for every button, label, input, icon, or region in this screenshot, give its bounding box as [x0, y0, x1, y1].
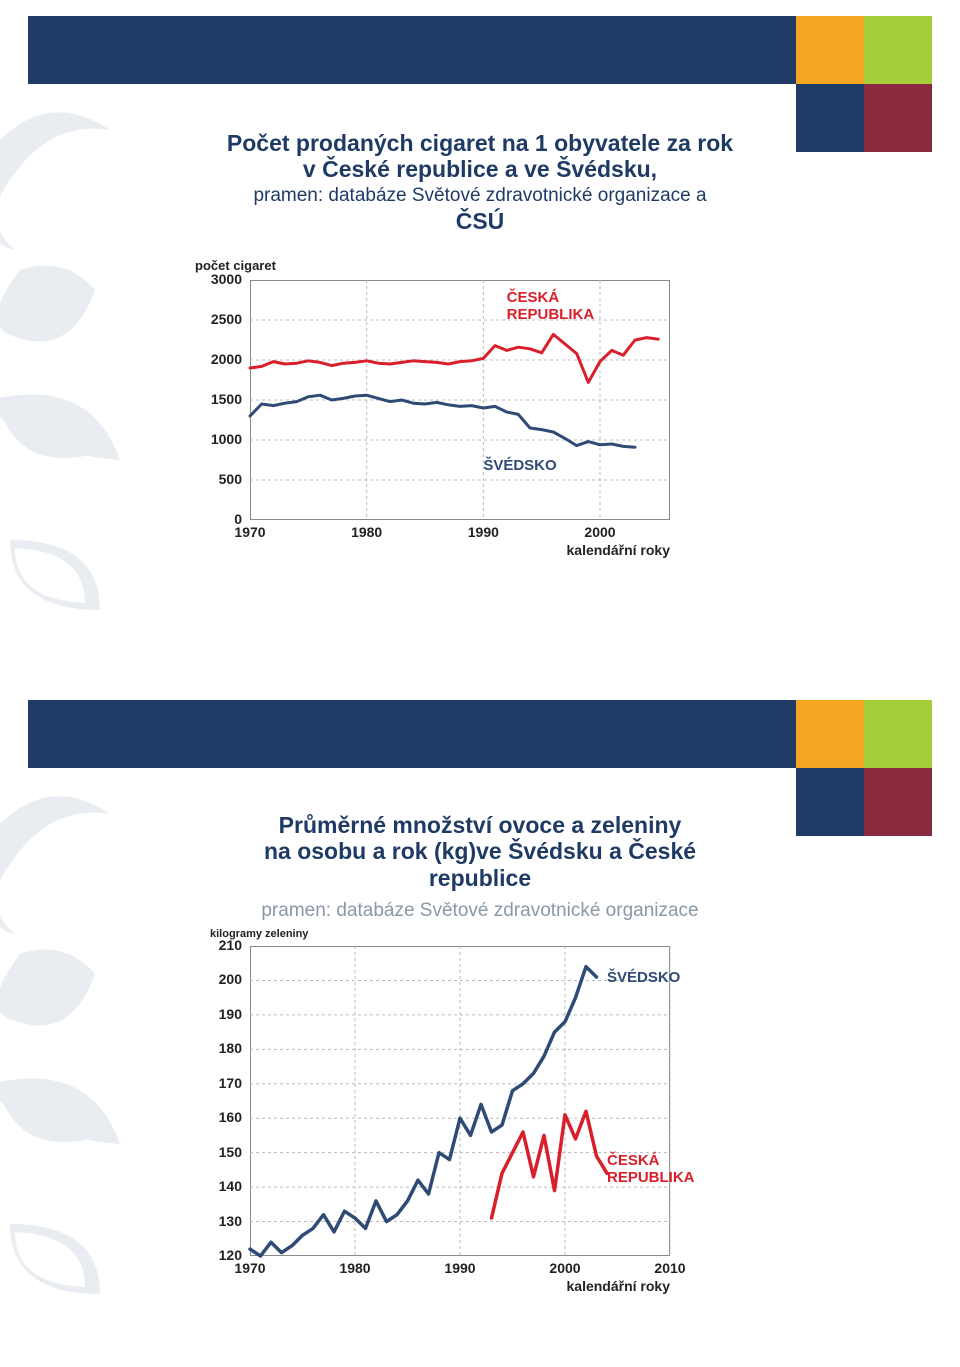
x-tick-label: 1970: [234, 1260, 265, 1276]
chart-vegetables: 1201301401501601701801902002101970198019…: [250, 946, 670, 1256]
slide1-subtitle: pramen: databáze Světové zdravotnické or…: [90, 185, 870, 207]
square-orange: [796, 16, 864, 84]
slide-vegetables: Průměrné množství ovoce a zeleniny na os…: [0, 684, 960, 1367]
x-tick-label: 2010: [654, 1260, 685, 1276]
y-tick-label: 0: [182, 511, 242, 527]
y-tick-label: 160: [182, 1109, 242, 1125]
slide-cigarettes: Počet prodaných cigaret na 1 obyvatele z…: [0, 0, 960, 684]
slide2-title: Průměrné množství ovoce a zeleniny na os…: [90, 812, 870, 891]
y-tick-label: 150: [182, 1144, 242, 1160]
y-tick-label: 2000: [182, 351, 242, 367]
x-tick-label: 1990: [444, 1260, 475, 1276]
x-tick-label: 1980: [339, 1260, 370, 1276]
y-tick-label: 130: [182, 1213, 242, 1229]
square-bordeaux: [864, 84, 932, 152]
y-tick-label: 140: [182, 1178, 242, 1194]
series-label: ČESKÁREPUBLIKA: [607, 1153, 695, 1186]
slide1-title-line1: Počet prodaných cigaret na 1 obyvatele z…: [227, 130, 733, 156]
y-tick-label: 500: [182, 471, 242, 487]
slide1-title-line2: v České republice a ve Švédsku,: [303, 156, 657, 182]
y-axis-label-tiny: kilogramy zeleniny: [210, 928, 308, 940]
square-green: [864, 16, 932, 84]
square-bordeaux: [864, 768, 932, 836]
slide2-title-line1: Průměrné množství ovoce a zeleniny: [279, 812, 682, 838]
series-label: ŠVÉDSKO: [483, 458, 556, 475]
x-axis-label: kalendářní roky: [567, 542, 671, 558]
y-tick-label: 3000: [182, 271, 242, 287]
slide1-title: Počet prodaných cigaret na 1 obyvatele z…: [90, 130, 870, 183]
y-tick-label: 200: [182, 971, 242, 987]
watermark-icon: [0, 100, 180, 660]
y-tick-label: 190: [182, 1006, 242, 1022]
slide2-title-line2: na osobu a rok (kg)ve Švédsku a České: [264, 838, 696, 864]
x-axis-label: kalendářní roky: [567, 1278, 671, 1294]
y-tick-label: 180: [182, 1040, 242, 1056]
x-tick-label: 2000: [584, 524, 615, 540]
chart-cigarettes: 0500100015002000250030001970198019902000…: [250, 280, 670, 520]
x-tick-label: 1980: [351, 524, 382, 540]
x-tick-label: 1990: [468, 524, 499, 540]
series-label: ŠVÉDSKO: [607, 970, 680, 987]
square-orange: [796, 700, 864, 768]
y-tick-label: 120: [182, 1247, 242, 1263]
x-tick-label: 1970: [234, 524, 265, 540]
y-tick-label: 170: [182, 1075, 242, 1091]
series-label: ČESKÁREPUBLIKA: [507, 290, 595, 323]
slide2-title-line3: republice: [429, 865, 531, 891]
y-tick-label: 2500: [182, 311, 242, 327]
y-tick-label: 1500: [182, 391, 242, 407]
square-green: [864, 700, 932, 768]
y-axis-label: počet cigaret: [195, 258, 276, 273]
slide1-subtitle-bold: ČSÚ: [90, 208, 870, 235]
slide2-source: pramen: databáze Světové zdravotnické or…: [90, 900, 870, 922]
y-tick-label: 1000: [182, 431, 242, 447]
x-tick-label: 2000: [549, 1260, 580, 1276]
